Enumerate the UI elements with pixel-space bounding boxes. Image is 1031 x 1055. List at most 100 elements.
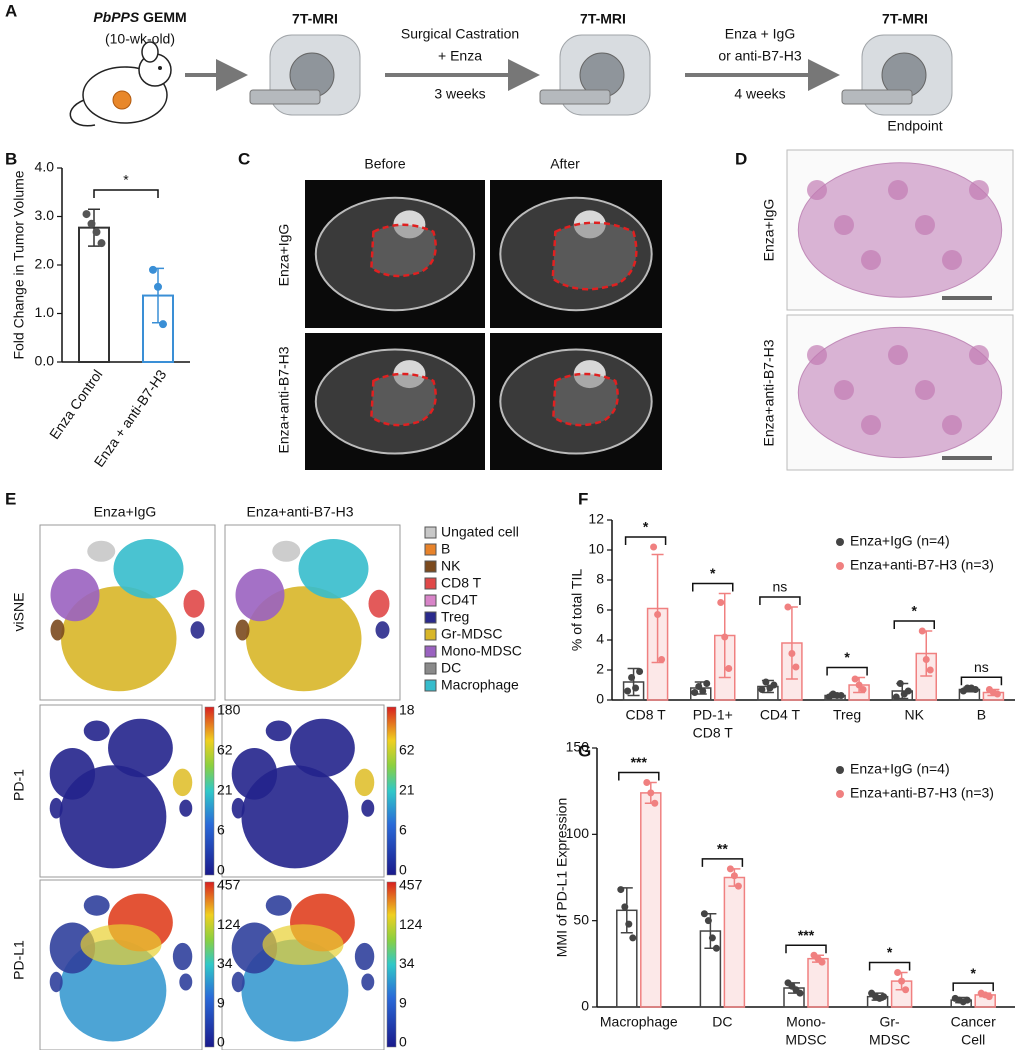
data-point [149,265,157,274]
significance: ** [717,841,728,857]
tsne-cluster [179,799,193,817]
gland [834,380,854,400]
colorbar-label: 6 [399,822,407,838]
step-label: Enza + IgG [725,26,795,42]
data-point [691,689,699,696]
mri-bed [539,89,611,105]
significance: * [844,649,850,665]
tumor-outline [370,372,437,427]
y-axis-label: MMI of PD-L1 Expression [554,798,570,958]
data-point [726,865,734,873]
tsne-cluster [49,748,96,800]
y-axis-label: Fold Change in Tumor Volume [11,170,27,359]
significance-bracket [868,961,911,971]
data-point [650,543,658,551]
y-tick-label: 10 [588,541,604,557]
panel-label: A [5,1,17,20]
data-point [708,934,716,942]
legend-marker [836,538,844,546]
legend-swatch [424,526,437,539]
data-point [904,687,912,695]
colorbar-label: 34 [399,955,415,971]
colorbar [204,706,215,876]
data-point [621,903,629,911]
legend-swatch [424,628,437,641]
data-point [993,690,1001,698]
x-tick-label: Mono- [786,1014,826,1030]
significance: * [643,519,649,535]
data-point [704,917,712,925]
data-point [918,627,926,635]
colorbar-label: 124 [217,916,241,932]
data-point [985,993,993,1001]
data-point [770,681,778,689]
colorbar-label: 6 [217,822,225,838]
significance: * [123,172,129,188]
significance: * [912,603,918,619]
tsne-cluster [49,922,96,974]
legend-swatch [424,577,437,590]
legend-label: B [441,541,450,557]
colorbar-label: 34 [217,955,233,971]
column-label: Before [364,156,405,172]
data-point [643,779,651,787]
legend-label: CD4T [441,592,478,608]
mri-label: 7T-MRI [580,11,626,27]
data-point [788,650,796,657]
tumor-outline [370,223,437,278]
mouse-tumor [112,90,132,110]
mri-bed [249,89,321,105]
data-point [717,599,725,606]
endpoint-label: Endpoint [887,118,942,134]
tsne-cluster [190,621,205,639]
tsne-cluster [83,720,110,742]
y-tick-label: 2 [596,661,604,677]
model-title: PbPPS GEMM [93,9,186,25]
gland [915,215,935,235]
tsne-cluster [361,973,375,991]
step-label: or anti-B7-H3 [718,48,801,64]
data-point [624,687,632,695]
tsne-cluster [231,922,278,974]
significance-bracket [93,189,159,198]
significance-bracket [960,676,1003,686]
tsne-cluster [183,589,205,618]
row-label: viSNE [11,593,27,632]
colorbar-label: 180 [217,702,241,718]
gland [888,345,908,365]
data-point [703,680,711,687]
colorbar-label: 62 [399,742,415,758]
significance: ns [773,579,788,595]
x-tick-label: NK [905,707,925,723]
colorbar-label: 457 [399,877,423,893]
significance-bracket [692,582,734,592]
legend-label: Enza+IgG (n=4) [850,761,950,777]
data-point [625,920,633,928]
y-tick-label: 50 [573,911,589,927]
gland [942,250,962,270]
tsne-cluster [354,768,375,797]
significance: * [887,944,893,960]
step-time: 3 weeks [434,86,485,102]
step-label: + Enza [438,48,482,64]
significance: ns [974,659,989,675]
tsne-cluster [50,568,100,622]
gland [807,180,827,200]
significance-bracket [893,620,935,629]
data-point [628,674,636,681]
x-tick-label: PD-1+ [693,707,733,723]
mouse-eye [158,66,162,70]
colorbar-label: 21 [399,782,415,798]
y-tick-label: 2.0 [35,256,55,272]
data-point [880,993,888,1001]
data-point [654,611,662,618]
legend-label: Macrophage [441,677,519,693]
data-point [898,977,906,985]
gland [888,180,908,200]
model-age: (10-wk-old) [105,31,175,47]
gland [861,415,881,435]
significance-bracket [759,596,801,605]
data-point [695,683,703,690]
x-tick-label: MDSC [869,1032,910,1048]
legend-label: Enza+anti-B7-H3 (n=3) [850,785,994,801]
